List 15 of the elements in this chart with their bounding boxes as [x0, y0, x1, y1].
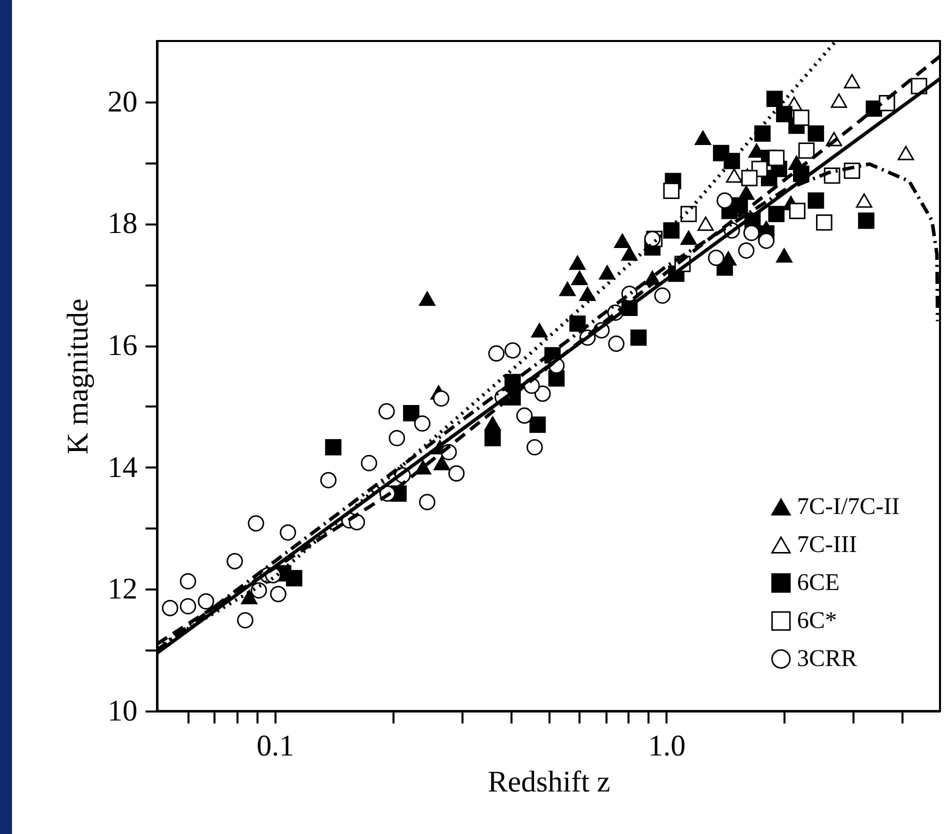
legend-label: 6C*: [797, 608, 838, 634]
x-axis-title: Redshift z: [488, 766, 610, 798]
legend-label: 3CRR: [797, 646, 858, 672]
y-tick-label: 12: [108, 572, 138, 606]
legend-label: 7C-I/7C-II: [797, 494, 900, 520]
legend-label: 6CE: [797, 570, 840, 596]
y-tick-label: 16: [108, 329, 138, 362]
y-tick-label: 20: [108, 85, 138, 118]
y-axis-title: K magnitude: [62, 298, 94, 454]
x-tick-label: 1.0: [648, 730, 686, 762]
y-tick-label: 14: [108, 450, 138, 484]
x-tick-label: 0.1: [256, 730, 294, 762]
legend-label: 7C-III: [797, 532, 857, 558]
y-tick-label: 10: [108, 694, 138, 728]
y-tick-label: 18: [108, 207, 138, 240]
